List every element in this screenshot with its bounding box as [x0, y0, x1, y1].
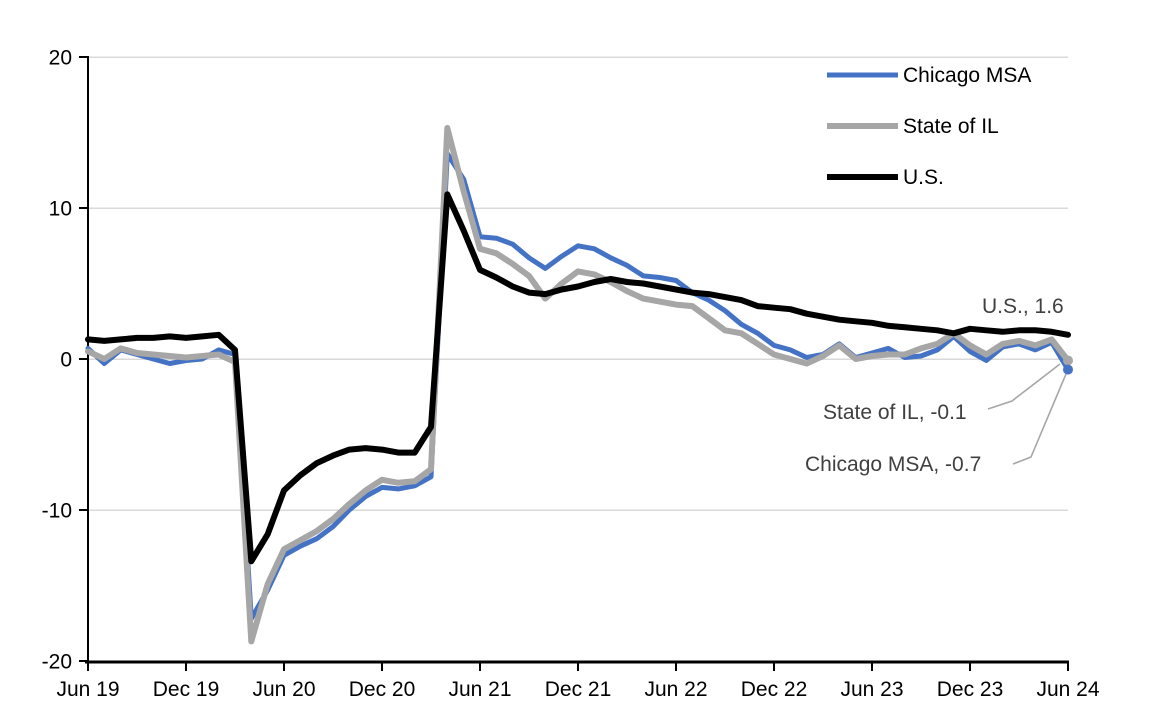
leader-line-chicago-msa — [1012, 373, 1067, 465]
legend-label-chicago-msa: Chicago MSA — [903, 64, 1031, 87]
y-tick-label: -10 — [42, 499, 72, 522]
x-tick-label: Jun 20 — [252, 678, 315, 701]
x-tick-label: Dec 21 — [545, 678, 612, 701]
y-tick-label: 20 — [49, 46, 72, 69]
legend-label-u-s: U.S. — [903, 166, 944, 189]
series-line-u-s — [85, 191, 1071, 565]
y-tick-label: 10 — [49, 197, 72, 220]
annotation-us: U.S., 1.6 — [982, 295, 1064, 318]
y-tick-label: 0 — [60, 348, 72, 371]
leader-line-state-of-il — [987, 363, 1061, 410]
x-tick-label: Dec 20 — [349, 678, 416, 701]
x-tick-label: Jun 23 — [840, 678, 903, 701]
legend-label-state-of-il: State of IL — [903, 115, 999, 138]
x-tick-label: Dec 19 — [153, 678, 220, 701]
y-tick-label: -20 — [42, 650, 72, 673]
annotation-state-of-il: State of IL, -0.1 — [823, 401, 967, 424]
annotation-chicago-msa: Chicago MSA, -0.7 — [805, 453, 981, 476]
x-tick-label: Jun 21 — [448, 678, 511, 701]
endpoint-marker-state-of-il — [1063, 355, 1073, 366]
x-tick-label: Dec 23 — [937, 678, 1004, 701]
endpoint-marker-chicago-msa — [1063, 364, 1073, 375]
series-line-state-of-il — [85, 125, 1071, 645]
x-tick-label: Jun 19 — [56, 678, 119, 701]
x-tick-label: Jun 24 — [1036, 678, 1099, 701]
x-tick-label: Jun 22 — [644, 678, 707, 701]
x-tick-label: Dec 22 — [741, 678, 808, 701]
